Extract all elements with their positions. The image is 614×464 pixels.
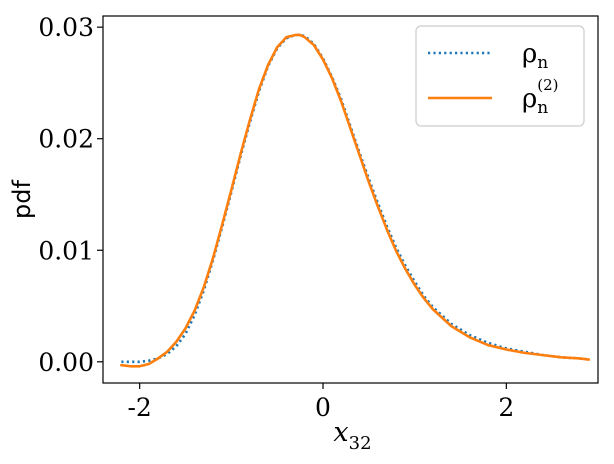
y-tick-label: 0.01 (38, 236, 94, 265)
series-line-2 (120, 33, 591, 368)
y-tick-label: 0.02 (38, 125, 94, 154)
plot-frame (102, 15, 599, 384)
x-axis: -2 0 2 (127, 383, 514, 422)
x-axis-label-base: x (333, 417, 348, 448)
legend-box (415, 25, 585, 127)
y-axis-label: pdf (8, 179, 36, 218)
y-tick-label: 0.00 (38, 348, 94, 377)
x-tick-label: 2 (498, 393, 514, 422)
y-tick-label: 0.03 (38, 13, 94, 42)
series-line-1 (121, 33, 589, 364)
legend-label-2: ρn(2) (522, 76, 559, 118)
legend-label-1: ρn (522, 39, 548, 73)
y-axis: 0.00 0.01 0.02 0.03 (38, 13, 103, 377)
x-tick-label: 0 (315, 393, 331, 422)
x-axis-label: x32 (333, 417, 371, 454)
x-axis-label-sub: 32 (349, 433, 372, 454)
plot-content (120, 33, 591, 368)
x-tick-label: -2 (127, 393, 151, 422)
